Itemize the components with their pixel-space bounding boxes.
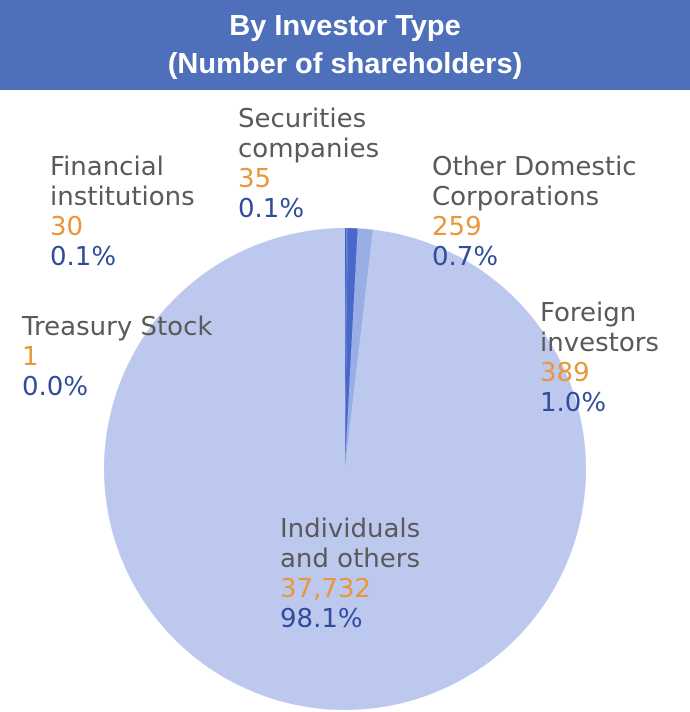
label-individuals-name-2: and others bbox=[280, 544, 420, 574]
label-securities: Securities companies 35 0.1% bbox=[238, 104, 379, 224]
label-foreign-name-2: investors bbox=[540, 328, 659, 358]
chart-title-banner: By Investor Type (Number of shareholders… bbox=[0, 0, 690, 90]
label-foreign-name-1: Foreign bbox=[540, 298, 637, 328]
pie-slice-financial bbox=[345, 228, 347, 469]
label-treasury-count: 1 bbox=[22, 342, 39, 372]
label-financial-count: 30 bbox=[50, 212, 84, 242]
pie-slice-individuals bbox=[103, 228, 586, 711]
chart-title-line1: By Investor Type bbox=[229, 10, 461, 42]
label-individuals-count: 37,732 bbox=[280, 574, 371, 604]
pie-slice-securities bbox=[345, 228, 348, 469]
label-other-domestic-count: 259 bbox=[432, 212, 482, 242]
label-foreign-percent: 1.0% bbox=[540, 388, 607, 418]
label-securities-percent: 0.1% bbox=[238, 194, 305, 224]
chart-title-line2: (Number of shareholders) bbox=[167, 48, 523, 80]
label-securities-name-2: companies bbox=[238, 134, 380, 164]
label-treasury-percent: 0.0% bbox=[22, 372, 89, 402]
label-individuals: Individuals and others 37,732 98.1% bbox=[280, 514, 420, 634]
pie-slice-other-domestic bbox=[345, 228, 358, 469]
label-foreign-count: 389 bbox=[540, 358, 590, 388]
label-treasury-name: Treasury Stock bbox=[22, 312, 213, 342]
label-securities-count: 35 bbox=[238, 164, 272, 194]
label-individuals-name-1: Individuals bbox=[280, 514, 421, 544]
label-financial: Financial institutions 30 0.1% bbox=[50, 152, 195, 272]
label-individuals-percent: 98.1% bbox=[280, 604, 363, 634]
pie-slice-foreign bbox=[345, 228, 374, 469]
label-other-domestic: Other Domestic Corporations 259 0.7% bbox=[432, 152, 637, 272]
label-other-domestic-percent: 0.7% bbox=[432, 242, 499, 272]
label-foreign: Foreign investors 389 1.0% bbox=[540, 298, 659, 418]
label-other-domestic-name-1: Other Domestic bbox=[432, 152, 637, 182]
label-securities-name-1: Securities bbox=[238, 104, 367, 134]
label-financial-name-2: institutions bbox=[50, 182, 195, 212]
label-other-domestic-name-2: Corporations bbox=[432, 182, 600, 212]
label-financial-percent: 0.1% bbox=[50, 242, 117, 272]
label-treasury: Treasury Stock 1 0.0% bbox=[22, 312, 212, 402]
label-financial-name-1: Financial bbox=[50, 152, 164, 182]
